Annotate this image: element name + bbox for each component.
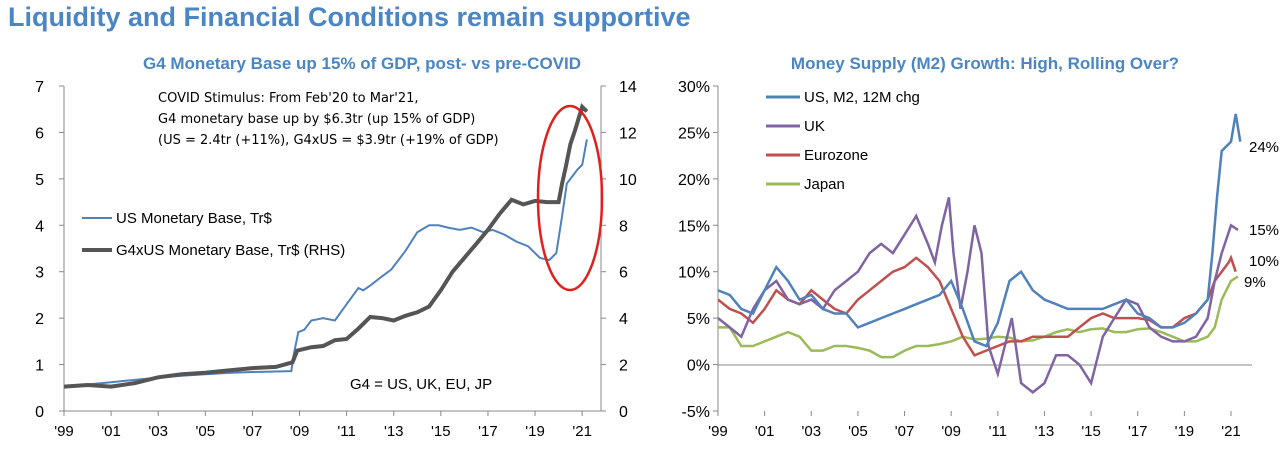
right-chart-y-tick-label: 20%	[678, 172, 710, 189]
japan-line	[718, 275, 1239, 359]
right-chart-y-tick-label: 0%	[687, 358, 710, 375]
right-chart-y-tick-labels: -5% 0% 5% 10% 15% 20% 25% 30%	[678, 79, 718, 421]
annotation-line-1: COVID Stimulus: From Feb'20 to Mar'21,	[158, 91, 419, 106]
right-legend: US, M2, 12M chg UK Eurozone Japan	[766, 89, 920, 193]
left-y-tick-labels: 0 1 2 3 4 5 6 7	[35, 79, 64, 421]
left-x-tick-label: '05	[196, 423, 216, 440]
right-chart-x-tick-label: '07	[895, 423, 915, 440]
left-y-tick-label: 1	[35, 358, 44, 375]
left-y-tick-label: 6	[35, 125, 44, 142]
left-chart: G4 Monetary Base up 15% of GDP, post- vs…	[35, 54, 637, 440]
left-x-tick-label: '01	[101, 423, 121, 440]
left-y-tick-label: 3	[35, 265, 44, 282]
right-chart-y-tick-label: 30%	[678, 79, 710, 96]
right-chart-x-tick-label: '19	[1175, 423, 1195, 440]
end-label-uk: 15%	[1249, 222, 1279, 239]
right-y-tick-labels: 0 2 4 6 8 10 12 14	[601, 79, 637, 421]
left-y-tick-label: 7	[35, 79, 44, 96]
left-chart-title: G4 Monetary Base up 15% of GDP, post- vs…	[143, 54, 581, 73]
right-chart-x-tick-label: '01	[755, 423, 775, 440]
legend-label-eurozone: Eurozone	[804, 147, 868, 164]
right-y-tick-label: 10	[619, 172, 637, 189]
right-chart-x-tick-label: '11	[989, 423, 1007, 440]
legend-label-japan: Japan	[804, 176, 845, 193]
left-x-tick-label: '19	[525, 423, 545, 440]
g4xus-monetary-base-line	[64, 103, 589, 389]
right-chart-y-tick-label: 25%	[678, 125, 710, 142]
covid-highlight-circle	[536, 104, 604, 292]
left-x-tick-label: '15	[431, 423, 451, 440]
right-y-tick-label: 6	[619, 265, 628, 282]
right-chart-y-tick-label: 15%	[678, 218, 710, 235]
right-chart-y-tick-label: 5%	[687, 311, 710, 328]
us-m2-line	[718, 113, 1242, 348]
right-y-tick-label: 8	[619, 218, 628, 235]
left-x-tick-label: '21	[572, 423, 592, 440]
right-chart-x-tick-label: '15	[1081, 423, 1101, 440]
left-x-tick-label: '99	[54, 423, 74, 440]
right-chart-x-tick-label: '05	[848, 423, 868, 440]
left-legend: US Monetary Base, Tr$ G4xUS Monetary Bas…	[82, 210, 345, 259]
left-x-tick-label: '07	[243, 423, 263, 440]
legend-label-g4: G4xUS Monetary Base, Tr$ (RHS)	[116, 242, 345, 259]
us-monetary-base-line	[64, 139, 588, 388]
right-chart: Money Supply (M2) Growth: High, Rolling …	[678, 54, 1279, 440]
left-x-tick-label: '11	[337, 423, 355, 440]
eurozone-line	[718, 254, 1237, 357]
right-chart-x-tick-label: '03	[801, 423, 821, 440]
end-label-us: 24%	[1249, 139, 1279, 156]
left-y-tick-label: 2	[35, 311, 44, 328]
right-y-tick-label: 0	[619, 404, 628, 421]
right-chart-y-tick-label: -5%	[682, 404, 710, 421]
right-chart-y-tick-label: 10%	[678, 265, 710, 282]
left-y-tick-label: 5	[35, 172, 44, 189]
annotation-line-2: G4 monetary base up by $6.3tr (up 15% of…	[158, 112, 475, 127]
legend-label-uk: UK	[804, 118, 825, 135]
right-chart-x-tick-label: '21	[1221, 423, 1241, 440]
end-label-japan: 9%	[1244, 274, 1266, 291]
page-title: Liquidity and Financial Conditions remai…	[8, 2, 691, 32]
right-chart-x-tick-label: '99	[708, 423, 728, 440]
left-x-tick-label: '03	[148, 423, 168, 440]
footnote: G4 = US, UK, EU, JP	[350, 376, 492, 393]
left-y-tick-label: 4	[35, 218, 44, 235]
right-chart-title: Money Supply (M2) Growth: High, Rolling …	[791, 54, 1179, 73]
end-label-eurozone: 10%	[1249, 253, 1279, 270]
left-x-tick-label: '09	[290, 423, 310, 440]
legend-label-us-m2: US, M2, 12M chg	[804, 89, 920, 106]
right-y-tick-label: 4	[619, 311, 628, 328]
left-x-tick-label: '17	[478, 423, 498, 440]
legend-label-us: US Monetary Base, Tr$	[116, 210, 273, 227]
right-chart-x-tick-labels: '99 '01 '03 '05 '07 '09 '11 '13 '15 '17 '19 '21	[708, 411, 1241, 440]
annotation-line-3: (US = 2.4tr (+11%), G4xUS = $3.9tr (+19%…	[158, 133, 499, 148]
left-x-tick-label: '13	[384, 423, 404, 440]
uk-line	[718, 197, 1239, 394]
right-chart-x-tick-label: '13	[1035, 423, 1055, 440]
left-x-tick-labels: '99 '01 '03 '05 '07 '09 '11 '13 '15 '17 '19 '21	[54, 411, 592, 440]
right-y-tick-label: 14	[619, 79, 637, 96]
left-y-tick-label: 0	[35, 404, 44, 421]
right-chart-x-tick-label: '17	[1128, 423, 1148, 440]
right-y-tick-label: 12	[619, 125, 637, 142]
right-chart-x-tick-label: '09	[941, 423, 961, 440]
right-y-tick-label: 2	[619, 358, 628, 375]
